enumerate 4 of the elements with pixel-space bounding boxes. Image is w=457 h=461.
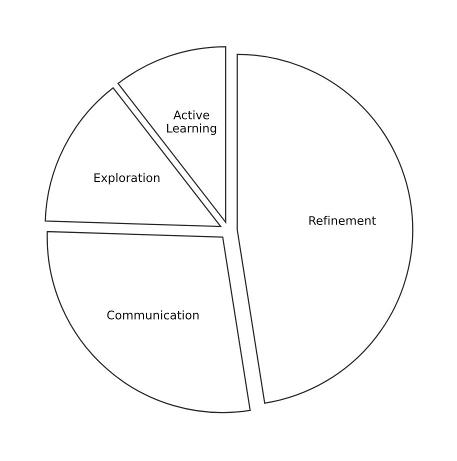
- slice-label: Communication: [107, 310, 199, 320]
- slice-label: Exploration: [94, 173, 160, 184]
- slice-label: Refinement: [309, 216, 376, 225]
- slice-label: Active Learning: [167, 110, 216, 135]
